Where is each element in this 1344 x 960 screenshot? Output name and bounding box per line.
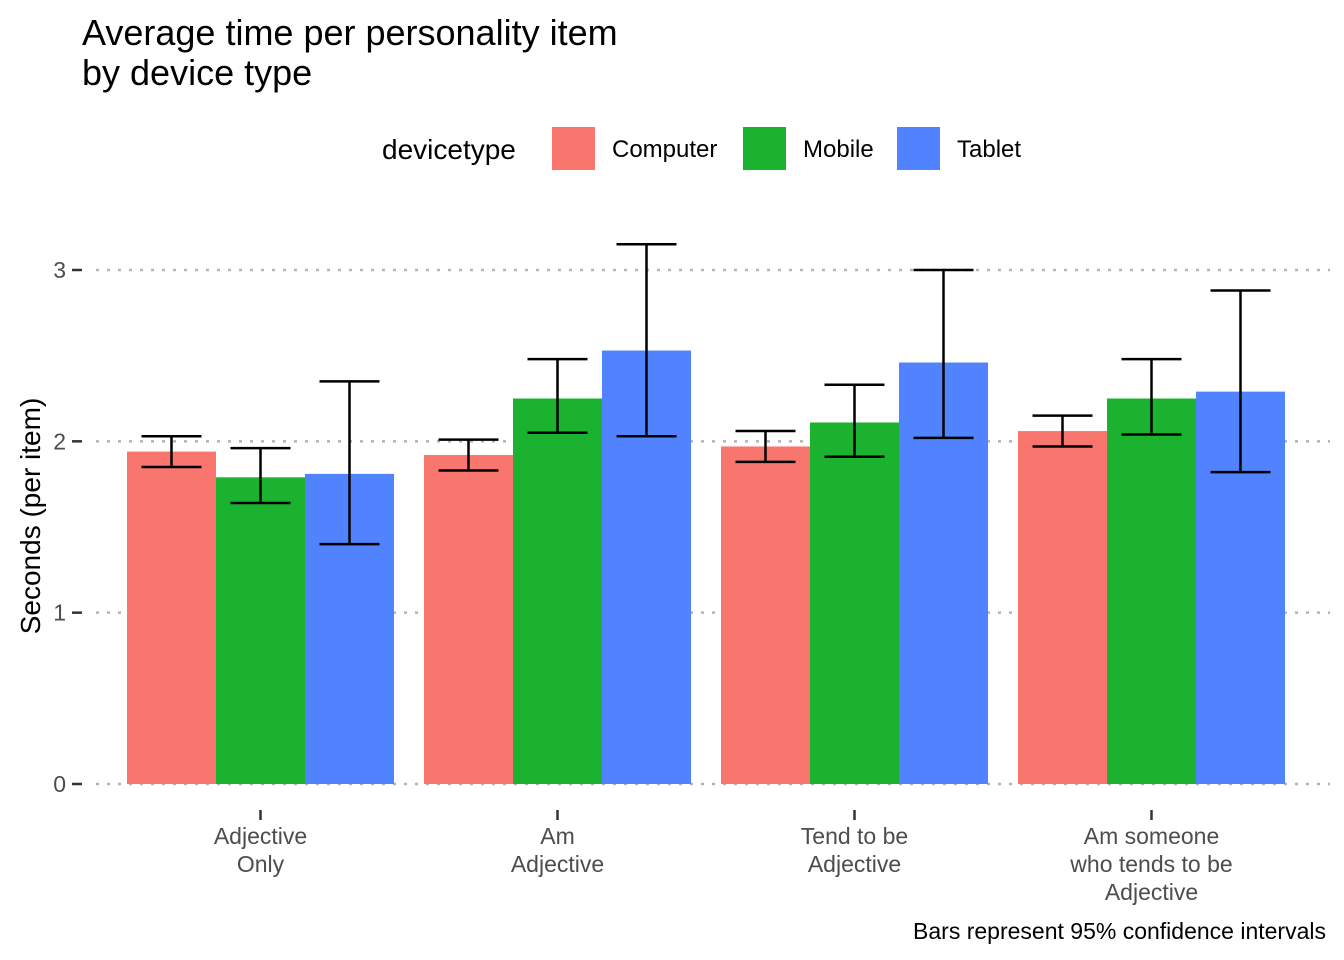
x-tick-label-line: Only bbox=[237, 851, 285, 877]
error-bar-computer-0 bbox=[141, 434, 202, 469]
x-tick-label-line: Tend to be bbox=[801, 823, 908, 849]
legend-swatch-tablet bbox=[895, 125, 942, 172]
bar-computer-0 bbox=[127, 451, 216, 784]
error-bar-tablet-0 bbox=[319, 380, 380, 546]
x-tick-label-2: Tend to be Adjective bbox=[801, 823, 908, 877]
legend-label-computer: Computer bbox=[612, 136, 717, 163]
legend-swatch-computer bbox=[550, 125, 597, 172]
error-bar-computer-3 bbox=[1032, 414, 1093, 448]
error-bar-computer-1 bbox=[438, 438, 499, 472]
legend-item-mobile: Mobile bbox=[741, 125, 874, 172]
x-tick-label-3: Am someone who tends to be Adjective bbox=[1069, 823, 1232, 905]
chart-title-line-2: by device type bbox=[82, 52, 312, 93]
error-bar-tablet-2 bbox=[913, 268, 974, 440]
error-bar-mobile-3 bbox=[1121, 357, 1182, 436]
error-bars bbox=[141, 243, 1271, 546]
legend-item-computer: Computer bbox=[550, 125, 717, 172]
y-tick-label-2: 2 bbox=[53, 428, 66, 454]
error-bar-mobile-2 bbox=[824, 383, 885, 459]
x-tick-label-line: Adjective bbox=[511, 851, 604, 877]
x-tick-label-1: Am Adjective bbox=[511, 823, 604, 877]
error-bar-tablet-1 bbox=[616, 243, 677, 438]
y-axis-title: Seconds (per item) bbox=[15, 398, 46, 635]
bars bbox=[127, 350, 1285, 784]
y-tick-label-0: 0 bbox=[53, 771, 66, 797]
legend-item-tablet: Tablet bbox=[895, 125, 1021, 172]
x-tick-label-line: Adjective bbox=[214, 823, 307, 849]
bar-mobile-0 bbox=[216, 477, 305, 784]
bar-mobile-3 bbox=[1107, 398, 1196, 784]
legend-swatch-mobile bbox=[741, 125, 788, 172]
y-tick-label-1: 1 bbox=[53, 600, 66, 626]
gridlines bbox=[96, 268, 1330, 786]
bar-mobile-2 bbox=[810, 422, 899, 784]
x-tick-label-line: Am someone bbox=[1084, 823, 1220, 849]
legend-label-mobile: Mobile bbox=[803, 136, 874, 163]
legend-title: devicetype bbox=[382, 134, 516, 165]
bar-mobile-1 bbox=[513, 398, 602, 784]
x-tick-label-line: Adjective bbox=[1105, 879, 1198, 905]
legend-label-tablet: Tablet bbox=[957, 136, 1021, 163]
y-axis: 0 1 2 3 bbox=[53, 257, 82, 797]
x-tick-label-0: Adjective Only bbox=[214, 823, 307, 877]
error-bar-tablet-3 bbox=[1210, 289, 1271, 474]
x-tick-label-line: Am bbox=[540, 823, 575, 849]
error-bar-mobile-0 bbox=[230, 446, 291, 505]
bar-computer-1 bbox=[424, 455, 513, 784]
bar-computer-3 bbox=[1018, 431, 1107, 784]
legend: devicetype Computer Mobile Tablet bbox=[382, 125, 1021, 172]
error-bar-computer-2 bbox=[735, 429, 796, 464]
y-tick-label-3: 3 bbox=[53, 257, 66, 283]
chart-title-line-1: Average time per personality item bbox=[82, 12, 618, 53]
caption: Bars represent 95% confidence intervals bbox=[913, 918, 1326, 944]
x-tick-label-line: who tends to be bbox=[1069, 851, 1232, 877]
x-tick-label-line: Adjective bbox=[808, 851, 901, 877]
error-bar-mobile-1 bbox=[527, 357, 588, 435]
bar-computer-2 bbox=[721, 446, 810, 784]
